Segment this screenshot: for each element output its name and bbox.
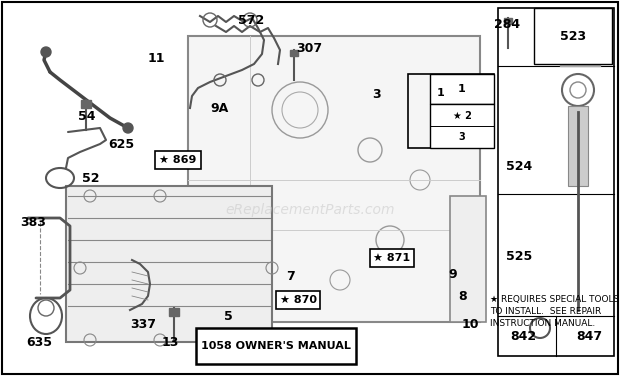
Bar: [560, 58, 600, 66]
Bar: [66, 186, 272, 342]
Text: 625: 625: [108, 138, 134, 151]
Bar: [498, 8, 614, 356]
Text: 54: 54: [78, 110, 95, 123]
Text: 847: 847: [576, 330, 602, 343]
Bar: [290, 50, 298, 56]
Bar: [408, 74, 494, 148]
Text: 8: 8: [458, 290, 467, 303]
Text: 1058 OWNER'S MANUAL: 1058 OWNER'S MANUAL: [201, 341, 351, 351]
Text: ★ 871: ★ 871: [373, 253, 410, 263]
Text: TO INSTALL.  SEE REPAIR: TO INSTALL. SEE REPAIR: [490, 307, 601, 316]
Text: 524: 524: [506, 160, 532, 173]
Text: 635: 635: [26, 336, 52, 349]
Bar: [534, 8, 612, 64]
Text: 284: 284: [494, 18, 520, 31]
Text: 10: 10: [462, 318, 479, 331]
Bar: [568, 106, 588, 186]
Text: 13: 13: [162, 336, 179, 349]
Bar: [430, 104, 494, 148]
Bar: [430, 74, 494, 104]
Text: 383: 383: [20, 216, 46, 229]
Bar: [450, 196, 486, 322]
Text: 52: 52: [82, 172, 99, 185]
Bar: [196, 328, 356, 364]
Text: 11: 11: [148, 52, 166, 65]
Text: eReplacementParts.com: eReplacementParts.com: [225, 203, 395, 217]
Text: 3: 3: [372, 88, 381, 101]
Text: INSTRUCTION MANUAL.: INSTRUCTION MANUAL.: [490, 319, 595, 328]
Text: 7: 7: [286, 270, 294, 283]
Bar: [81, 100, 91, 108]
Text: ★ REQUIRES SPECIAL TOOLS: ★ REQUIRES SPECIAL TOOLS: [490, 295, 619, 304]
Text: ★ 2: ★ 2: [453, 111, 471, 121]
Text: ★ 869: ★ 869: [159, 155, 197, 165]
Text: 525: 525: [506, 250, 532, 263]
Bar: [504, 18, 512, 24]
Text: 1: 1: [437, 88, 445, 98]
Circle shape: [123, 123, 133, 133]
Circle shape: [41, 47, 51, 57]
Bar: [169, 308, 179, 316]
Text: 842: 842: [510, 330, 536, 343]
Text: 307: 307: [296, 42, 322, 55]
Text: 1: 1: [458, 84, 466, 94]
Text: 523: 523: [560, 29, 586, 42]
Bar: [188, 36, 480, 322]
Text: 5: 5: [224, 310, 232, 323]
Text: 3: 3: [459, 132, 466, 142]
Text: ★ 870: ★ 870: [280, 295, 316, 305]
Text: 9A: 9A: [210, 102, 228, 115]
Text: 9: 9: [448, 268, 456, 281]
Text: 572: 572: [238, 14, 264, 27]
Text: 337: 337: [130, 318, 156, 331]
